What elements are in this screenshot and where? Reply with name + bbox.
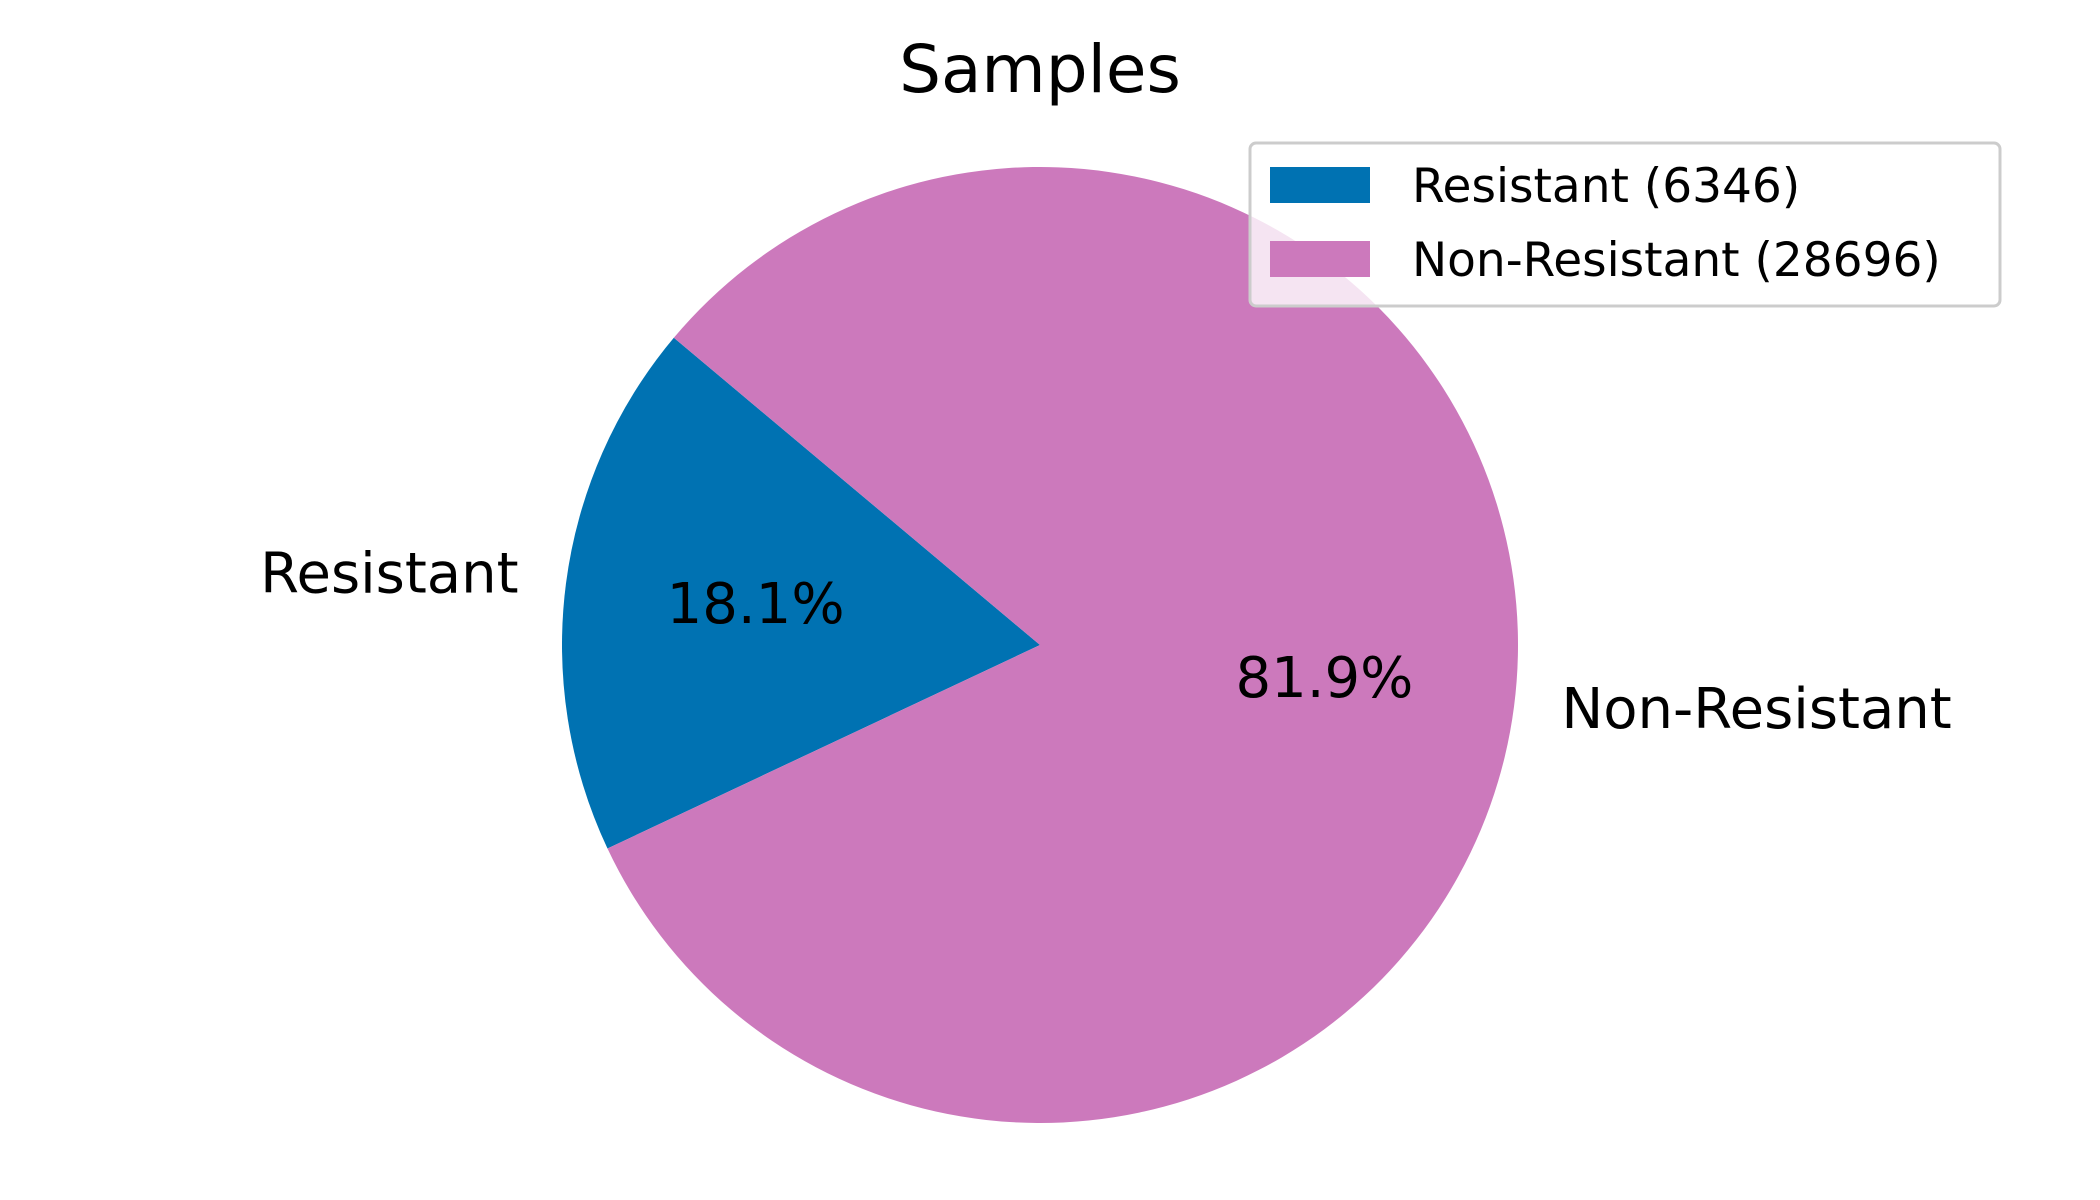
percent-label-non-resistant: 81.9% bbox=[1235, 646, 1413, 711]
legend: Resistant (6346) Non-Resistant (28696) bbox=[1248, 141, 2002, 308]
pie-slice-resistant bbox=[562, 337, 1040, 849]
slice-labels: Resistant 18.1% Non-Resistant 81.9% bbox=[260, 541, 1952, 741]
percent-label-resistant: 18.1% bbox=[667, 572, 845, 637]
pie-slices bbox=[562, 167, 1518, 1124]
pie-slice-non-resistant bbox=[607, 167, 1518, 1124]
legend-frame bbox=[1248, 141, 2002, 308]
legend-label-non-resistant: Non-Resistant (28696) bbox=[1412, 233, 1941, 288]
legend-label-resistant: Resistant (6346) bbox=[1412, 159, 1800, 214]
slice-label-non-resistant: Non-Resistant bbox=[1561, 677, 1951, 742]
legend-swatch-non-resistant bbox=[1270, 241, 1370, 277]
slice-label-resistant: Resistant bbox=[260, 541, 518, 606]
legend-swatch-resistant bbox=[1270, 167, 1370, 203]
chart-title: Samples bbox=[899, 31, 1181, 108]
